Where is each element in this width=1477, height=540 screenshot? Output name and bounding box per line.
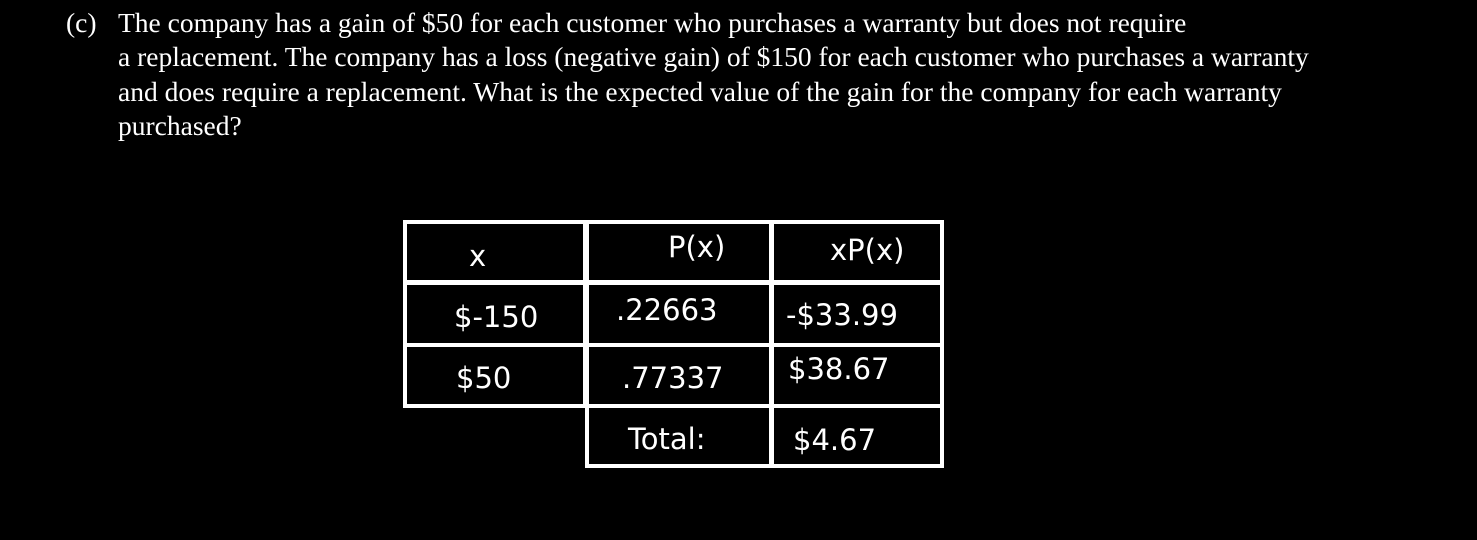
total-value-cell: $4.67 bbox=[770, 404, 944, 468]
question-label: (c) bbox=[66, 7, 97, 38]
header-cell-x: x bbox=[403, 220, 587, 284]
question-line: a replacement. The company has a loss (n… bbox=[118, 41, 1309, 73]
cell-value: -$33.99 bbox=[786, 298, 898, 332]
cell-value: .77337 bbox=[622, 361, 724, 395]
header-x: x bbox=[469, 239, 487, 273]
table-cell-px: .77337 bbox=[585, 343, 773, 408]
cell-value: $50 bbox=[456, 361, 512, 395]
cell-value: $38.67 bbox=[788, 352, 890, 386]
total-label: Total: bbox=[628, 422, 706, 456]
question-line: purchased? bbox=[118, 109, 242, 141]
total-label-cell: Total: bbox=[585, 404, 773, 468]
table-cell-xpx: $38.67 bbox=[770, 343, 944, 408]
table-cell-x: $-150 bbox=[403, 281, 587, 347]
question-line: and does require a replacement. What is … bbox=[118, 75, 1282, 107]
total-value: $4.67 bbox=[793, 423, 877, 457]
table-cell-xpx: -$33.99 bbox=[770, 281, 944, 347]
question-text: The company has a gain of $50 for each c… bbox=[118, 6, 1456, 143]
header-xpx: xP(x) bbox=[830, 233, 905, 267]
header-cell-px: P(x) bbox=[585, 220, 773, 284]
table-cell-x: $50 bbox=[403, 343, 587, 408]
header-px: P(x) bbox=[668, 230, 726, 264]
cell-value: $-150 bbox=[454, 300, 539, 334]
header-cell-xpx: xP(x) bbox=[770, 220, 944, 284]
cell-value: .22663 bbox=[616, 293, 718, 327]
question-line: The company has a gain of $50 for each c… bbox=[118, 7, 1187, 38]
question-block: (c) The company has a gain of $50 for ea… bbox=[66, 6, 1456, 143]
table-cell-px: .22663 bbox=[585, 281, 773, 347]
